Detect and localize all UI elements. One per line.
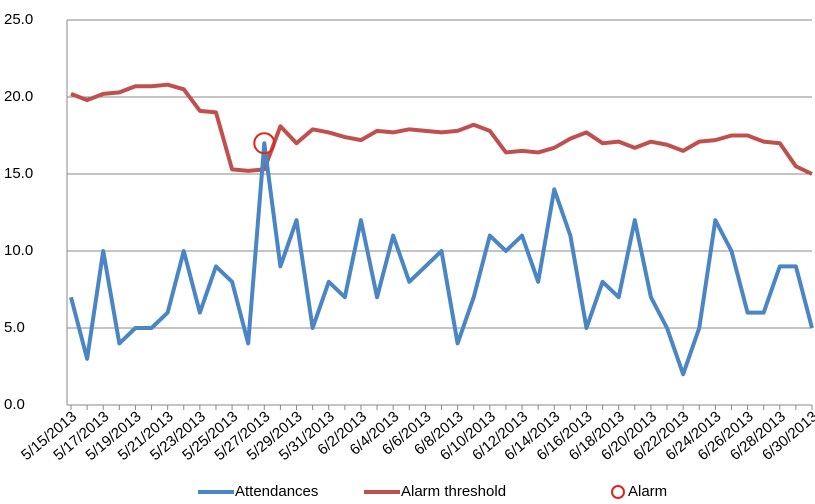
legend-label: Alarm threshold: [401, 483, 506, 500]
series-line: [70, 82, 813, 176]
series-line: [69, 141, 814, 377]
alarm-marker: [253, 132, 276, 155]
legend-label: Attendances: [235, 483, 318, 500]
legend-swatch: [611, 485, 625, 499]
y-tick-label: 10.0: [4, 242, 33, 259]
y-tick-label: 5.0: [4, 319, 25, 336]
y-tick-label: 0.0: [4, 396, 25, 413]
y-tick-label: 15.0: [4, 165, 33, 182]
y-tick-label: 25.0: [4, 11, 33, 28]
legend-label: Alarm: [628, 483, 667, 500]
y-tick-label: 20.0: [4, 88, 33, 105]
